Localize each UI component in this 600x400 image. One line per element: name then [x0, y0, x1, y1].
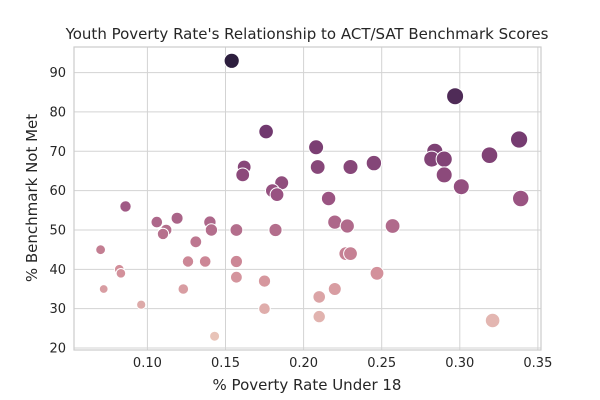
data-point — [150, 215, 164, 229]
data-point — [209, 330, 221, 342]
data-points — [95, 52, 530, 342]
data-point — [269, 187, 285, 203]
data-point — [365, 154, 383, 172]
data-point — [452, 178, 470, 196]
data-point — [115, 268, 127, 279]
data-point — [327, 214, 343, 230]
data-point — [509, 130, 529, 149]
data-point — [170, 211, 184, 225]
data-point — [98, 284, 109, 294]
data-point — [198, 255, 212, 268]
data-point — [136, 299, 147, 310]
data-point — [230, 270, 243, 284]
x-axis-label: % Poverty Rate Under 18 — [213, 376, 402, 394]
plot-frame — [73, 46, 542, 351]
y-tick-label: 30 — [49, 302, 66, 317]
y-tick-label: 80 — [49, 105, 66, 120]
data-point — [342, 159, 359, 175]
y-tick-label: 50 — [49, 223, 66, 238]
data-point — [484, 312, 501, 329]
data-point — [446, 87, 465, 106]
x-tick-label: 0.25 — [367, 356, 396, 371]
data-point — [235, 167, 251, 183]
data-point — [312, 290, 327, 304]
data-point — [312, 309, 326, 324]
grid — [74, 47, 541, 350]
x-tick-label: 0.20 — [289, 356, 318, 371]
data-point — [258, 123, 274, 140]
y-axis-label: % Benchmark Not Met — [23, 114, 41, 282]
data-point — [181, 255, 195, 268]
data-point — [435, 150, 453, 168]
data-point — [204, 223, 219, 237]
data-point — [435, 166, 453, 184]
data-point — [257, 274, 272, 288]
x-tick-label: 0.10 — [133, 356, 162, 371]
data-point — [369, 265, 385, 281]
data-point — [258, 302, 271, 316]
data-point — [320, 190, 337, 207]
tick-labels: 0.10 0.15 0.20 0.25 0.30 0.35 20 30 40 50 60 70 80 90 — [49, 66, 552, 371]
data-point — [229, 254, 243, 269]
chart-title: Youth Poverty Rate's Relationship to ACT… — [65, 25, 549, 43]
x-tick-label: 0.15 — [211, 356, 240, 371]
data-point — [339, 218, 355, 234]
x-tick-label: 0.35 — [523, 356, 552, 371]
data-point — [229, 223, 244, 237]
data-point — [119, 200, 132, 213]
data-point — [480, 146, 499, 164]
data-point — [309, 159, 326, 175]
data-point — [384, 218, 401, 234]
y-tick-label: 70 — [49, 145, 66, 160]
x-tick-label: 0.30 — [445, 356, 474, 371]
data-point — [512, 189, 530, 208]
data-point — [156, 227, 170, 241]
y-tick-label: 40 — [49, 263, 66, 278]
data-point — [189, 235, 203, 249]
data-point — [95, 244, 106, 256]
y-tick-label: 20 — [49, 342, 66, 357]
data-point — [308, 139, 325, 156]
data-point — [343, 246, 358, 262]
y-tick-label: 60 — [49, 184, 66, 199]
data-point — [177, 283, 190, 295]
data-point — [327, 282, 342, 296]
data-point — [268, 222, 283, 238]
data-point — [223, 52, 240, 69]
y-tick-label: 90 — [49, 66, 66, 81]
